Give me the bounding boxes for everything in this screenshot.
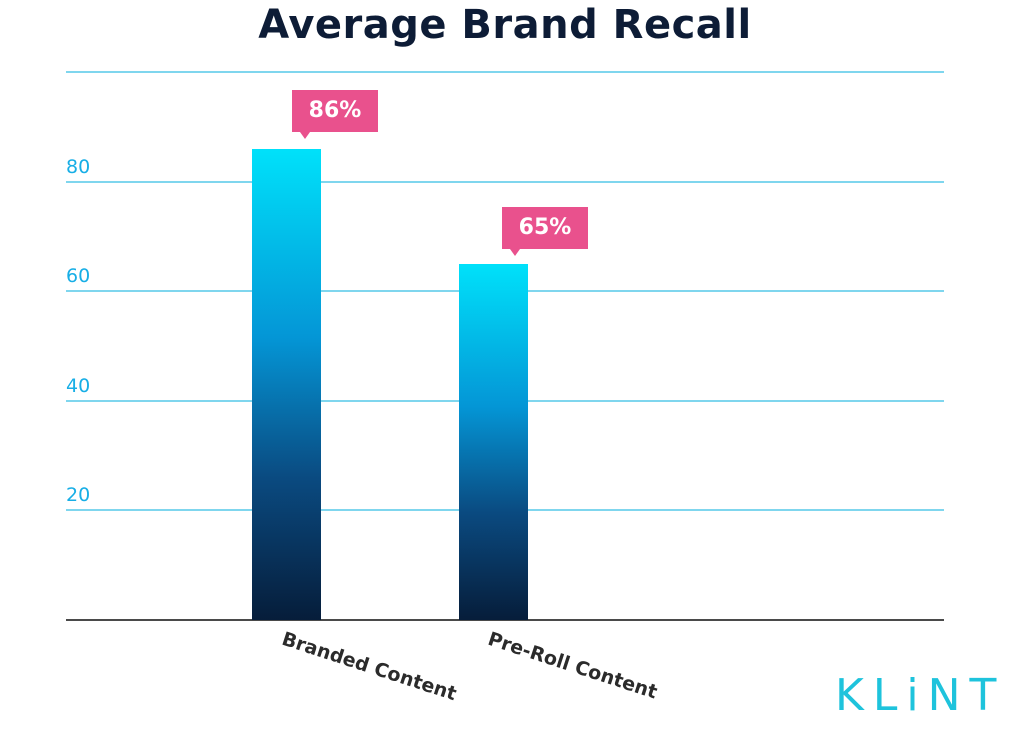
x-label-branded-content: Branded Content (279, 628, 460, 706)
gridline-80 (66, 181, 944, 183)
y-tick-60: 60 (66, 265, 91, 287)
bar-pre-roll-content (459, 264, 528, 620)
y-tick-20: 20 (66, 484, 91, 506)
x-label-pre-roll-content: Pre-Roll Content (485, 628, 660, 704)
y-tick-80: 80 (66, 156, 91, 178)
x-axis-line (66, 619, 944, 621)
y-tick-40: 40 (66, 375, 91, 397)
data-label-pre-roll-content: 65% (502, 207, 588, 256)
bar-branded-content (252, 149, 321, 620)
gridline-100 (66, 71, 944, 73)
chart-title: Average Brand Recall (258, 2, 752, 48)
data-label-branded-content: 86% (292, 90, 378, 139)
klint-logo: KLiNT (835, 670, 1006, 721)
